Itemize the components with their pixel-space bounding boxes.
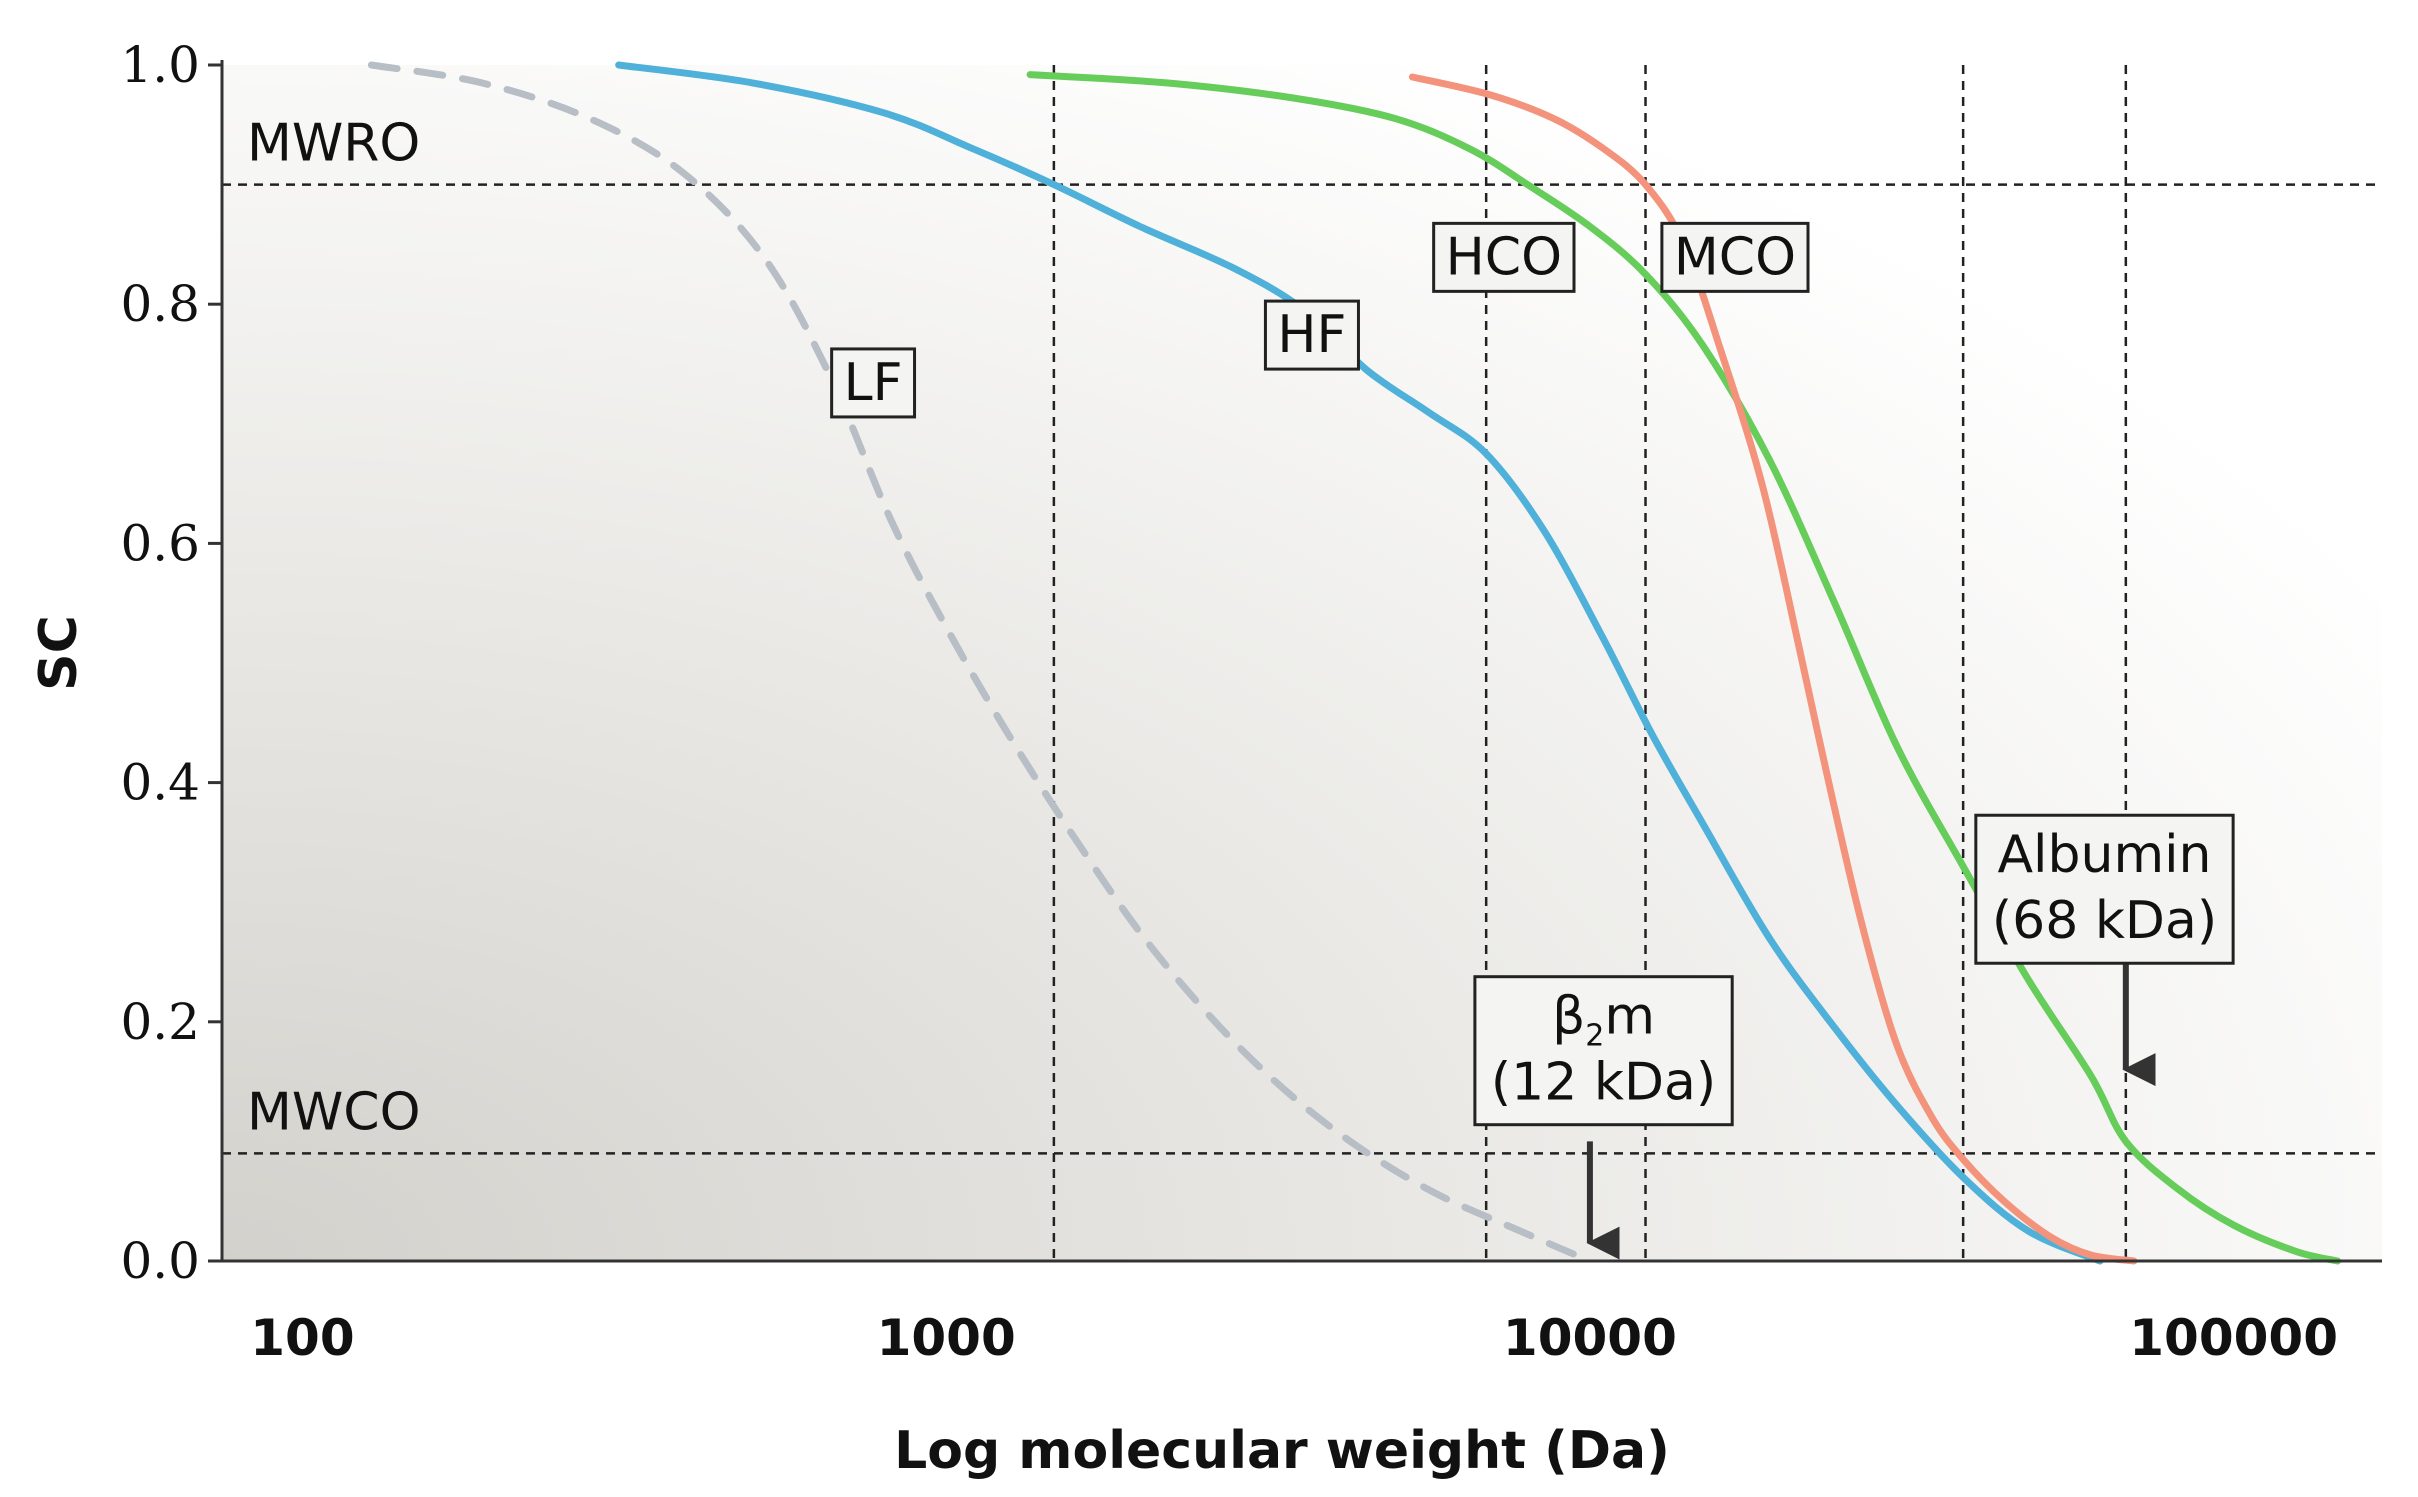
series-hco-line [1026,71,2341,1265]
series-label-hco-text: HCO [1446,227,1562,287]
series-hf-line [615,61,2104,1265]
series-labels: LF HF HCO MCO [830,221,1810,419]
series-label-hf-box [1263,299,1360,371]
series-lines [367,61,2341,1265]
annotations: β2m(12 kDa) Albumin(68 kDa) [1473,813,2235,1260]
mwro-label: MWRO [247,114,420,174]
annotation-b2m-rest: m [1604,987,1655,1047]
series-label-mco: MCO [1660,221,1810,293]
annotation-b2m-box [1473,975,1734,1127]
series-label-lf-text: LF [844,353,903,413]
annotation-albumin-line2: (68 kDa) [1992,891,2217,951]
mwco-label: MWCO [247,1082,421,1142]
annotation-albumin: Albumin(68 kDa) [1974,813,2235,1087]
series-label-lf: LF [830,347,917,419]
annotation-albumin-line1: Albumin [1997,825,2211,885]
series-mco-line [1408,73,2138,1265]
x-tick-label-100000: 100000 [2129,1309,2338,1367]
reference-lines: MWRO MWCO [222,65,2382,1261]
series-lf-line [367,61,1594,1265]
y-tick-label-0.8: 0.8 [120,275,200,333]
annotation-albumin-textgroup: Albumin(68 kDa) [1992,825,2217,951]
y-axis-title: SC [29,615,89,691]
y-tick-label-1.0: 1.0 [120,36,200,94]
y-tick-label-0.6: 0.6 [120,514,200,572]
annotation-b2m-line1: β2m [1552,987,1655,1054]
y-tick-label-0.4: 0.4 [120,754,200,812]
x-tick-label-100: 100 [250,1309,354,1367]
x-tick-label-1000: 1000 [877,1309,1016,1367]
axes: 0.0 0.2 0.4 0.6 0.8 1.0 100 1000 10000 100000 Log … [29,36,2382,1481]
annotation-b2m: β2m(12 kDa) [1473,975,1734,1260]
annotation-b2m-symbol: β [1552,987,1585,1047]
series-label-hf-text: HF [1277,305,1346,365]
x-axis-title: Log molecular weight (Da) [894,1421,1670,1481]
annotation-b2m-subscript: 2 [1585,1019,1604,1054]
series-label-lf-box [830,347,917,419]
series-label-hf: HF [1263,299,1360,371]
series-label-hco: HCO [1432,221,1576,293]
annotation-albumin-box [1974,813,2235,965]
y-tick-label-0.0: 0.0 [120,1232,200,1290]
series-label-mco-box [1660,221,1810,293]
annotation-b2m-textgroup: β2m(12 kDa) [1491,987,1716,1113]
annotation-b2m-line2: (12 kDa) [1491,1053,1716,1113]
y-tick-label-0.2: 0.2 [120,993,200,1051]
series-label-hco-box [1432,221,1576,293]
series-label-mco-text: MCO [1674,227,1796,287]
plot-background [222,65,2382,1261]
x-tick-label-10000: 10000 [1503,1309,1677,1367]
